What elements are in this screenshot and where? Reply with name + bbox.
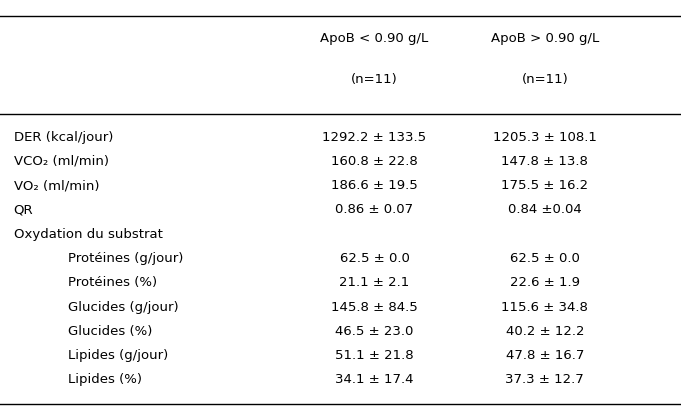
Text: Glucides (%): Glucides (%): [68, 325, 153, 338]
Text: 145.8 ± 84.5: 145.8 ± 84.5: [331, 301, 418, 314]
Text: (n=11): (n=11): [351, 73, 398, 86]
Text: 51.1 ± 21.8: 51.1 ± 21.8: [335, 349, 414, 362]
Text: VO₂ (ml/min): VO₂ (ml/min): [14, 179, 99, 192]
Text: 22.6 ± 1.9: 22.6 ± 1.9: [510, 276, 580, 289]
Text: 1205.3 ± 108.1: 1205.3 ± 108.1: [493, 131, 597, 144]
Text: Lipides (g/jour): Lipides (g/jour): [68, 349, 168, 362]
Text: ApoB < 0.90 g/L: ApoB < 0.90 g/L: [321, 32, 428, 45]
Text: 46.5 ± 23.0: 46.5 ± 23.0: [335, 325, 414, 338]
Text: 21.1 ± 2.1: 21.1 ± 2.1: [339, 276, 410, 289]
Text: VCO₂ (ml/min): VCO₂ (ml/min): [14, 155, 109, 168]
Text: QR: QR: [14, 204, 33, 216]
Text: ApoB > 0.90 g/L: ApoB > 0.90 g/L: [491, 32, 599, 45]
Text: 62.5 ± 0.0: 62.5 ± 0.0: [510, 252, 580, 265]
Text: DER (kcal/jour): DER (kcal/jour): [14, 131, 113, 144]
Text: 186.6 ± 19.5: 186.6 ± 19.5: [331, 179, 418, 192]
Text: 1292.2 ± 133.5: 1292.2 ± 133.5: [323, 131, 426, 144]
Text: Protéines (g/jour): Protéines (g/jour): [68, 252, 183, 265]
Text: 115.6 ± 34.8: 115.6 ± 34.8: [501, 301, 588, 314]
Text: 34.1 ± 17.4: 34.1 ± 17.4: [335, 373, 414, 386]
Text: 0.84 ±0.04: 0.84 ±0.04: [508, 204, 582, 216]
Text: Lipides (%): Lipides (%): [68, 373, 142, 386]
Text: Oxydation du substrat: Oxydation du substrat: [14, 228, 163, 241]
Text: 0.86 ± 0.07: 0.86 ± 0.07: [336, 204, 413, 216]
Text: (n=11): (n=11): [522, 73, 568, 86]
Text: Glucides (g/jour): Glucides (g/jour): [68, 301, 178, 314]
Text: 175.5 ± 16.2: 175.5 ± 16.2: [501, 179, 588, 192]
Text: Protéines (%): Protéines (%): [68, 276, 157, 289]
Text: 40.2 ± 12.2: 40.2 ± 12.2: [505, 325, 584, 338]
Text: 147.8 ± 13.8: 147.8 ± 13.8: [501, 155, 588, 168]
Text: 62.5 ± 0.0: 62.5 ± 0.0: [340, 252, 409, 265]
Text: 37.3 ± 12.7: 37.3 ± 12.7: [505, 373, 584, 386]
Text: 160.8 ± 22.8: 160.8 ± 22.8: [331, 155, 418, 168]
Text: 47.8 ± 16.7: 47.8 ± 16.7: [505, 349, 584, 362]
